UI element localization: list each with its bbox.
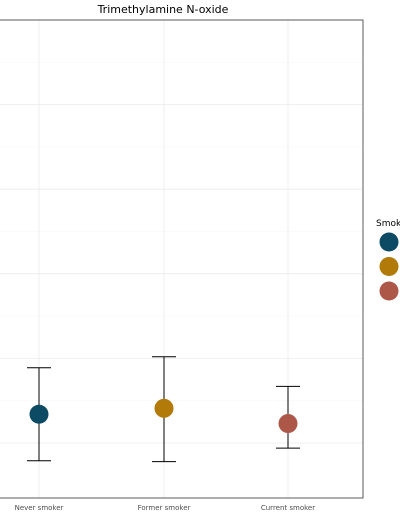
data-point-0: [29, 404, 49, 424]
legend: [379, 232, 399, 301]
data-marks: [27, 356, 300, 463]
data-point-1: [154, 398, 174, 418]
x-axis-tick-labels: Never smoker Former smoker Current smoker: [15, 504, 316, 512]
x-tick-label-0: Never smoker: [15, 504, 64, 512]
legend-key-2: [379, 281, 399, 301]
x-tick-label-2: Current smoker: [261, 504, 315, 512]
legend-title: Smok: [376, 219, 400, 229]
grid-lines: [0, 19, 363, 498]
chart-title: Trimethylamine N-oxide: [97, 3, 229, 16]
data-point-2: [278, 414, 298, 434]
x-tick-label-1: Former smoker: [138, 504, 191, 512]
plot-panel-border: [0, 19, 364, 499]
legend-key-0: [379, 232, 399, 252]
legend-key-1: [379, 257, 399, 276]
